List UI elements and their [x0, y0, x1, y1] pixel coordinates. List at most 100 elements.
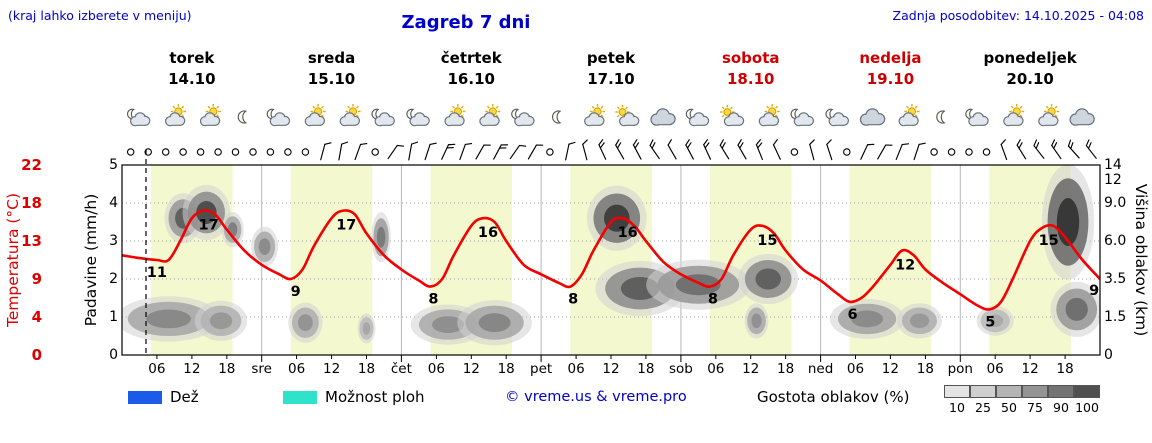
day-date: 20.10	[1006, 70, 1054, 88]
weather-icon-sun-cloud	[1038, 103, 1060, 127]
page-title: Zagreb 7 dni	[401, 12, 531, 33]
x-axis-hour-label: 12	[881, 361, 899, 377]
day-name: četrtek	[440, 49, 502, 67]
wind-barb-icon	[1033, 139, 1045, 159]
wind-calm-icon	[231, 148, 240, 156]
cloud-height-axis-tick: 6.0	[1104, 233, 1127, 249]
cloud-density-value: 75	[1027, 400, 1043, 415]
cloud-icon	[968, 112, 989, 127]
wind-barb-icon	[527, 144, 544, 160]
weather-icon-sun-cloud	[898, 103, 920, 127]
cloud-height-axis-tick: 14	[1104, 157, 1122, 173]
temp-axis-tick: 4	[31, 308, 42, 326]
x-axis-hour-label: 06	[148, 361, 166, 377]
cloud-density-value: 25	[975, 400, 991, 415]
cloud-height-axis-title: Višina oblakov (km)	[1132, 183, 1150, 337]
temp-value-label: 6	[848, 307, 858, 323]
weather-icon-moon-cloud	[790, 108, 814, 127]
wind-barb-icon	[737, 139, 747, 160]
cloud-icon	[339, 112, 360, 127]
weather-icon-moon-cloud	[685, 108, 710, 127]
temp-value-label: 17	[336, 218, 356, 234]
temp-value-label: 8	[708, 292, 718, 308]
wind-barb-icon	[860, 143, 875, 160]
rain-legend-swatch	[128, 391, 162, 404]
day-header: sobota 18.10	[681, 48, 821, 90]
cloud-density-swatch	[1022, 385, 1048, 398]
x-axis-hour-label: 18	[497, 361, 515, 377]
weather-icon-moon-cloud	[965, 108, 989, 127]
day-header: ponedeljek 20.10	[960, 48, 1100, 90]
precip-axis-tick: 2	[109, 271, 118, 287]
wind-barb-icon	[632, 139, 642, 160]
day-date: 14.10	[168, 70, 216, 88]
cloud-icon	[269, 112, 291, 127]
x-axis-day-label: pon	[947, 361, 973, 377]
cloud-height-axis-tick: 0	[1104, 347, 1113, 363]
temperature-axis-title: Temperatura (°C)	[4, 192, 22, 328]
weather-icon-moon-cloud	[825, 108, 849, 127]
temp-value-label: 16	[618, 225, 638, 241]
weather-icon-sun-cloud	[304, 103, 326, 127]
cloud-height-axis-tick: 9.0	[1104, 195, 1127, 211]
weather-icon-sun-cloud	[1003, 103, 1025, 127]
cloud-icon	[793, 112, 814, 127]
weather-icon-cloud	[859, 108, 886, 126]
weather-icon-moon	[936, 110, 946, 124]
cloud-density-swatch	[944, 385, 970, 398]
x-axis-hour-label: 18	[777, 361, 795, 377]
cloud-icon	[130, 112, 151, 127]
cloud-icon	[409, 112, 430, 127]
x-axis-hour-label: 06	[427, 361, 445, 377]
day-name: ponedeljek	[983, 49, 1077, 67]
weather-icon-moon-cloud	[266, 108, 291, 127]
wind-barb-icon	[509, 144, 527, 160]
x-axis-hour-label: 06	[986, 361, 1004, 377]
x-axis-day-label: čet	[390, 361, 412, 377]
temp-value-label: 17	[199, 218, 219, 234]
cloud-density-value: 90	[1053, 400, 1069, 415]
wind-barb-icon	[1000, 139, 1008, 161]
wind-barb-icon	[755, 139, 763, 160]
weather-icon-cloud	[650, 108, 676, 126]
precip-axis-tick: 4	[109, 195, 118, 211]
wind-barb-icon	[772, 139, 781, 160]
wind-barb-icon	[565, 141, 576, 161]
weather-icon-sun-cloud	[479, 103, 501, 127]
temp-value-label: 12	[895, 258, 915, 274]
temp-value-label: 11	[147, 265, 167, 281]
wind-calm-icon	[930, 148, 938, 156]
moon-icon	[552, 110, 562, 124]
temp-axis-tick: 9	[31, 270, 42, 288]
cloud-height-axis-tick: 1.5	[1104, 309, 1127, 325]
wind-calm-icon	[266, 148, 275, 156]
wind-barb-icon	[685, 139, 694, 160]
weather-icon-sun-cloud	[339, 103, 361, 127]
cloud-density-value: 10	[949, 400, 965, 415]
wind-barb-icon	[408, 141, 419, 161]
weather-icon-cloud-sun	[615, 104, 640, 127]
temp-value-label: 16	[478, 225, 498, 241]
cloud-density-value: 100	[1075, 400, 1099, 415]
precip-axis-tick: 0	[109, 347, 118, 363]
cloud-icon	[828, 112, 849, 127]
day-header: nedelja 19.10	[821, 48, 961, 90]
rain-legend-label: Dež	[170, 388, 199, 406]
x-axis-hour-label: 18	[218, 361, 236, 377]
wind-calm-icon	[965, 148, 973, 156]
weather-icon-cloud-sun	[720, 104, 745, 127]
cloud-density-scale: 10 25 50 75 90 100	[944, 385, 1104, 415]
cloud-icon	[479, 112, 500, 127]
wind-barb-icon	[649, 139, 660, 160]
x-axis-hour-label: 12	[1021, 361, 1039, 377]
wind-calm-icon	[161, 148, 170, 156]
wind-barb-icon	[441, 143, 456, 160]
moon-icon	[936, 110, 946, 124]
copyright-link[interactable]: © vreme.us & vreme.pro	[505, 389, 687, 405]
weather-icon-cloud	[1069, 108, 1095, 126]
cloud-icon	[584, 112, 605, 127]
cloud-icon	[688, 112, 710, 127]
location-hint: (kraj lahko izberete v meniju)	[8, 8, 192, 23]
wind-calm-icon	[982, 148, 991, 156]
wind-barb-icon	[424, 142, 437, 161]
